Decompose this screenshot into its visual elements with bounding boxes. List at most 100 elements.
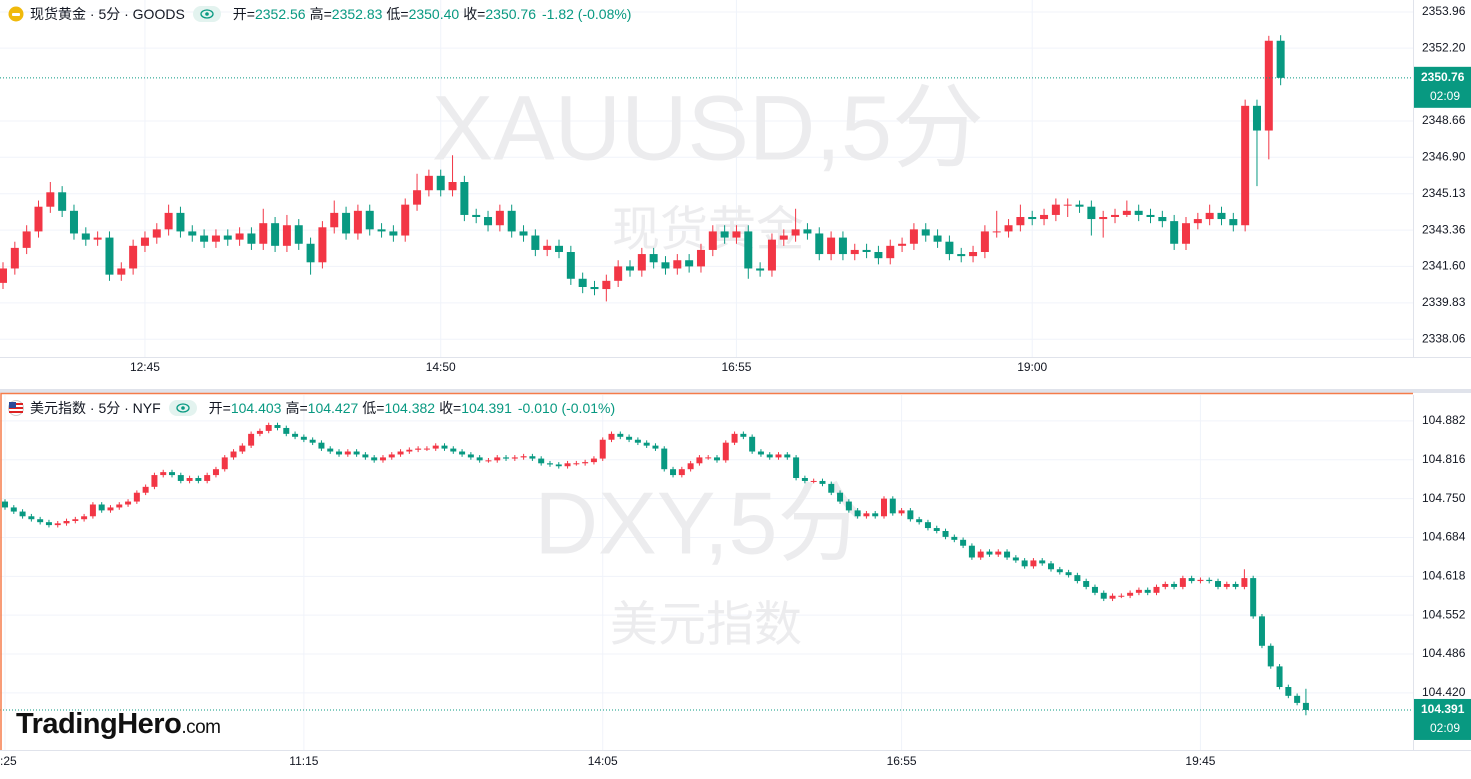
ohlc-label: 开= [208,400,231,416]
candle-body [599,439,606,459]
candle-body [945,241,954,255]
candle-body [494,457,501,461]
candle-body [766,454,773,458]
candle-body [1100,592,1107,599]
candle-body [793,457,800,479]
y-tick-label: 104.618 [1422,568,1466,582]
candle-body [661,448,668,470]
candle-body [661,262,670,269]
legend-top: 现货黄金 · 5分 · GOODS 开=2352.56 高=2352.83 低=23… [8,4,631,24]
candle-body [924,522,931,529]
x-tick-label: 12:45 [130,360,160,374]
candle-body [467,454,474,458]
candle-body [828,483,835,493]
visibility-toggle[interactable] [168,400,197,416]
candle-body [432,445,439,449]
candle-body [625,266,634,271]
legend-bottom: 美元指数 · 5分 · NYF 开=104.403 高=104.427 低=104.… [8,398,615,418]
candle-body [933,235,942,242]
candle-body [732,231,741,238]
candle-body [685,260,694,267]
candle-body [1276,40,1285,78]
candle-body [248,433,255,446]
candle-body [957,254,966,257]
candle-body [19,511,26,517]
candle-body [977,551,984,558]
ohlc-value: 2352.83 [331,6,383,22]
candle-body [673,260,682,269]
candle-body [909,229,918,244]
candle-body [1258,616,1265,646]
logo[interactable]: TradingHero.com [16,708,221,741]
candle-body [854,510,861,517]
ohlc-label: 收= [439,400,462,416]
candle-body [1182,223,1190,244]
watermark: DXY,5分 [535,473,866,572]
candle-body [898,510,905,514]
candle-body [1241,105,1250,226]
candle-body [177,475,184,481]
candle-body [757,451,764,455]
candle-body [81,516,88,520]
candle-body [573,463,580,465]
candle-body [1134,210,1143,215]
candle-body [327,448,334,452]
candle-body [1206,579,1213,582]
countdown: 02:09 [1430,89,1460,103]
candle-body [740,433,747,437]
candle-body [531,235,540,250]
y-tick-label: 104.420 [1422,685,1466,699]
candle-body [271,223,280,246]
candle-body [1217,212,1226,220]
candle-body [283,427,290,434]
candle-body [406,449,413,452]
candle-body [590,458,597,463]
symbol-title: 现货黄金 · 5分 · GOODS [30,6,185,22]
ohlc: 开=104.403 高=104.427 低=104.382 收=104.391 [205,398,512,418]
candle-body [1193,219,1202,224]
candle-body [186,478,193,481]
candle-body [10,247,19,269]
candle-body [1170,221,1179,244]
candle-body [98,504,105,511]
candle-body [423,448,430,450]
candle-body [1285,687,1292,696]
candle-body [46,192,55,207]
ohlc-value: 104.427 [307,400,359,416]
candle-body [582,462,589,464]
candle-body [63,520,70,524]
visibility-toggle[interactable] [192,6,221,22]
candle-body [810,480,817,482]
candle-body [1197,579,1204,582]
candle-body [362,454,369,458]
candle-body [1188,578,1195,582]
candle-body [1040,214,1049,220]
candle-body [791,229,800,236]
pane-divider [0,389,1471,393]
candle-body [259,223,268,244]
candle-body [152,229,161,238]
x-tick-label: 14:05 [588,754,618,768]
candle-body [415,448,422,450]
y-tick-label: 2338.06 [1422,331,1466,345]
candle-body [436,175,445,191]
x-tick-label: 8:25 [0,754,17,768]
candle-body [634,439,641,443]
candle-body [708,231,717,250]
candle-body [649,254,658,263]
y-tick-label: 2345.13 [1422,186,1466,200]
candle-body [1004,225,1013,232]
candle-body [1111,214,1120,217]
candle-body [309,439,316,443]
candle-body [1127,592,1134,596]
candle-body [37,519,44,523]
candle-body [204,475,211,481]
candle-body [744,231,753,269]
candle-body [221,457,228,470]
logo-name: TradingHero [16,708,182,740]
last-price-label: 104.391 [1421,702,1465,716]
candle-body [696,249,705,267]
y-tick-label: 2346.90 [1422,149,1466,163]
candle-body [614,266,623,281]
